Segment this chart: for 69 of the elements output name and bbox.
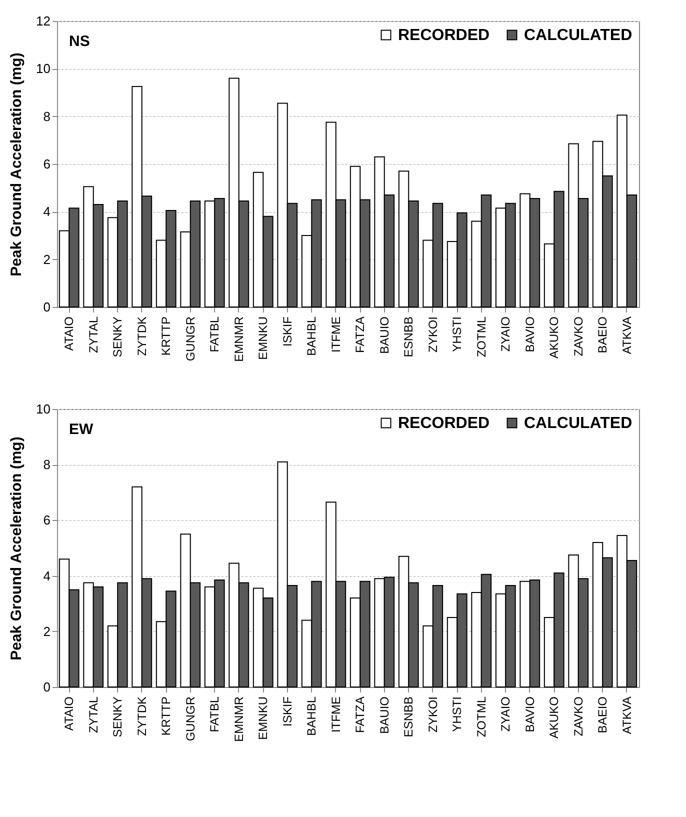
x-tick-label: ZYKOI [426,696,440,733]
x-tick-label: FATBL [208,696,222,732]
x-tick-label: SENKY [110,696,125,738]
x-tick-label: ZYTDK [134,696,149,736]
y-tick-label: 8 [43,108,50,124]
x-tick-label: FATZA [353,696,368,733]
x-tick-label: BAHBL [304,316,319,356]
x-tick-label: KRTTP [159,696,174,736]
x-tick-label: BAEIO [596,316,610,354]
x-tick-label: GUNGR [183,316,198,362]
x-tick-label: ZYAIO [498,696,513,732]
x-tick-label: ITFME [328,316,343,352]
x-tick-label: ATAIO [62,316,76,351]
y-tick-label: 4 [43,204,50,220]
text: EW [69,421,94,438]
x-tick-label: EMNMR [232,696,246,742]
x-tick-label: KRTTP [159,316,174,356]
x-tick-label: AKUKO [547,316,562,359]
y-tick-label: 4 [43,568,50,584]
y-tick-label: 12 [36,14,50,28]
x-tick-label: ITFME [328,696,343,732]
x-tick-label: EMNKU [256,696,270,740]
y-tick-label: 0 [43,680,50,694]
x-tick-label: GUNGR [183,696,198,742]
y-tick-label: 0 [43,300,50,314]
y-tick-label: 10 [36,61,50,76]
x-tick-label: ZYTAL [86,696,100,733]
x-tick-label: ISKIF [280,316,294,347]
x-tick-label: ZYAIO [498,316,513,352]
x-tick-label: ATKVA [620,316,634,354]
x-tick-label: ATAIO [62,696,76,731]
x-tick-label: BAUIO [377,316,392,354]
x-tick-label: YHSTI [450,696,464,732]
y-axis-title: Peak Ground Acceleration (mg) [8,52,26,276]
x-tick-label: BAEIO [596,696,610,734]
x-tick-label: ZYKOI [426,316,440,353]
text: NS [69,33,90,50]
y-tick-label: 8 [43,457,50,472]
x-tick-label: ZAVKO [571,696,586,736]
x-tick-label: ZAVKO [571,316,586,356]
y-axis-title: Peak Ground Acceleration (mg) [8,436,26,660]
x-tick-label: ESNBB [402,316,416,358]
x-tick-label: ATKVA [620,696,634,734]
x-tick-label: BAVIO [522,696,537,732]
y-tick-label: 6 [43,156,50,172]
y-tick-label: 6 [43,512,50,528]
y-tick-label: 10 [36,402,50,416]
x-tick-label: ZOTML [474,696,488,738]
x-tick-label: ZYTDK [134,316,149,356]
x-tick-label: AKUKO [547,696,562,739]
legend-label: CALCULATED [524,415,632,432]
y-tick-label: 2 [43,252,50,267]
x-tick-label: YHSTI [450,316,464,352]
x-tick-label: ZOTML [474,316,488,358]
x-tick-label: ESNBB [402,696,416,738]
legend-label: RECORDED [398,415,490,432]
legend-label: RECORDED [398,27,490,44]
x-tick-label: ZYTAL [86,316,100,353]
x-tick-label: BAUIO [377,696,392,734]
x-tick-label: EMNKU [256,316,270,360]
x-tick-label: EMNMR [232,316,246,362]
legend-label: CALCULATED [524,27,632,44]
x-tick-label: FATZA [353,316,368,353]
x-tick-label: BAHBL [304,696,319,736]
x-tick-label: ISKIF [280,696,294,727]
x-tick-label: BAVIO [522,316,537,352]
x-tick-label: SENKY [110,316,125,358]
y-tick-label: 2 [43,624,50,639]
x-tick-label: FATBL [208,316,222,352]
